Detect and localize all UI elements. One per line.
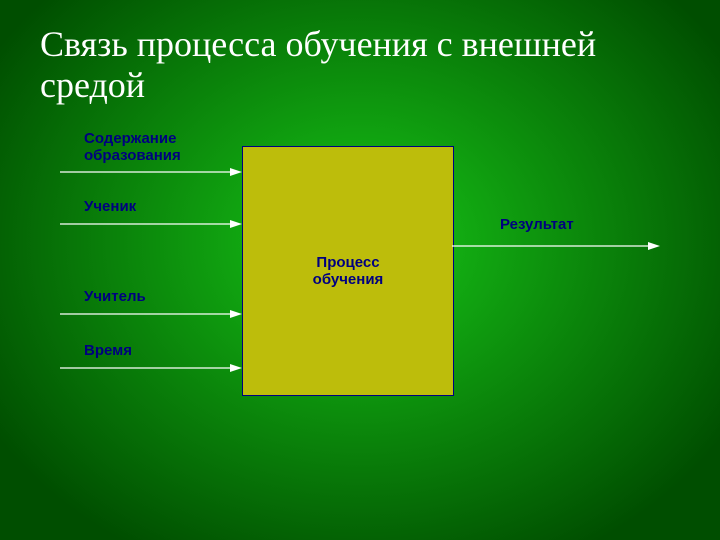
input-arrow-3 — [60, 358, 242, 378]
input-label-0: Содержание образования — [84, 130, 181, 164]
input-arrow-0 — [60, 162, 242, 182]
input-label-3: Время — [84, 342, 132, 359]
process-box: Процесс обучения — [242, 146, 454, 396]
input-arrow-2 — [60, 304, 242, 324]
output-label: Результат — [500, 216, 574, 233]
input-arrow-1 — [60, 214, 242, 234]
process-box-label: Процесс обучения — [313, 254, 384, 288]
slide: Связь процесса обучения с внешней средой… — [0, 0, 720, 540]
input-label-2: Учитель — [84, 288, 146, 305]
input-label-1: Ученик — [84, 198, 136, 215]
output-arrow — [452, 236, 660, 256]
slide-title: Связь процесса обучения с внешней средой — [40, 24, 680, 107]
